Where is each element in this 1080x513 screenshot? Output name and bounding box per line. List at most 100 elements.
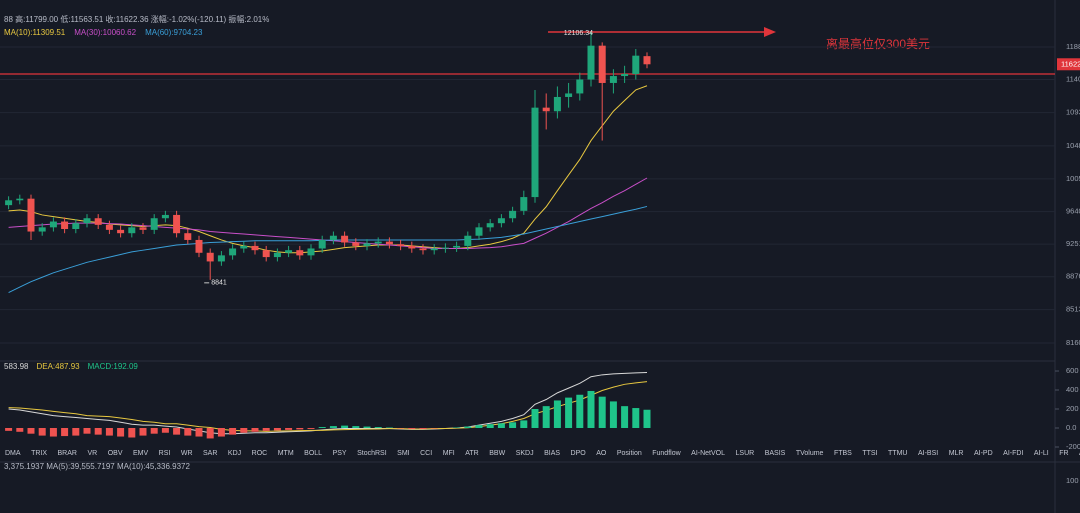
macd-bar bbox=[363, 426, 371, 428]
indicator-tab[interactable]: DPO bbox=[571, 450, 587, 457]
y-tick-label: 8876 bbox=[1066, 272, 1080, 281]
macd-bar bbox=[621, 406, 629, 428]
indicator-tab[interactable]: SAR bbox=[203, 450, 217, 457]
indicator-tab[interactable]: MTM bbox=[278, 450, 294, 457]
macd-bar bbox=[117, 427, 125, 437]
candle-body bbox=[397, 244, 405, 246]
macd-bar bbox=[229, 427, 237, 435]
indicator-tab[interactable]: MFI bbox=[443, 450, 455, 457]
indicator-tab[interactable]: RSI bbox=[159, 450, 171, 457]
indicator-tab[interactable]: ROC bbox=[252, 450, 268, 457]
candle-body bbox=[49, 221, 57, 228]
candle-body bbox=[161, 214, 169, 219]
candle-body bbox=[251, 245, 259, 251]
candle-body bbox=[531, 107, 539, 198]
macd-bar bbox=[576, 394, 584, 428]
macd-bar bbox=[374, 427, 382, 428]
indicator-tab[interactable]: PSY bbox=[333, 450, 347, 457]
macd-bar bbox=[475, 425, 483, 428]
candle-body bbox=[128, 227, 136, 234]
candle-body bbox=[341, 235, 349, 243]
macd-bar bbox=[49, 427, 57, 437]
macd-bar bbox=[296, 427, 304, 430]
candle-body bbox=[542, 107, 550, 112]
indicator-tab[interactable]: Position bbox=[617, 450, 642, 457]
macd-bar bbox=[609, 401, 617, 428]
indicator-tab[interactable]: WR bbox=[181, 450, 193, 457]
candle-body bbox=[285, 250, 293, 253]
indicator-tab[interactable]: FTBS bbox=[834, 450, 852, 457]
macd-bar bbox=[509, 422, 517, 428]
macd-bar bbox=[195, 427, 203, 437]
indicator-tab[interactable]: ATR bbox=[465, 450, 478, 457]
indicator-tab[interactable]: EMV bbox=[133, 450, 149, 457]
indicator-tab[interactable]: SMI bbox=[397, 450, 410, 457]
indicator-tab[interactable]: BIAS bbox=[544, 450, 560, 457]
indicator-tab[interactable]: CCI bbox=[420, 450, 432, 457]
indicator-tab[interactable]: BBW bbox=[489, 450, 505, 457]
candle-body bbox=[105, 224, 113, 230]
legend-entry: 583.98 bbox=[4, 362, 29, 371]
indicator-tab[interactable]: StochRSI bbox=[357, 450, 387, 457]
candle-body bbox=[643, 56, 651, 65]
indicator-tab[interactable]: FR bbox=[1059, 450, 1068, 457]
y-tick-label: 11400 bbox=[1066, 74, 1080, 83]
candle-body bbox=[553, 96, 561, 112]
macd-bar bbox=[408, 427, 416, 429]
indicator-tab[interactable]: BASIS bbox=[765, 450, 786, 457]
indicator-tab[interactable]: AI-LI bbox=[1034, 450, 1049, 457]
indicator-tab[interactable]: BRAR bbox=[58, 450, 77, 457]
macd-bar bbox=[497, 423, 505, 428]
macd-bar bbox=[464, 426, 472, 428]
candle-body bbox=[94, 218, 102, 225]
indicator-tab[interactable]: OBV bbox=[108, 450, 123, 457]
macd-bar bbox=[598, 396, 606, 428]
indicator-tab[interactable]: AO bbox=[596, 450, 607, 457]
candle-body bbox=[195, 239, 203, 253]
indicator-tab[interactable]: VR bbox=[87, 450, 97, 457]
annotation-arrowhead bbox=[764, 27, 776, 37]
indicator-tab[interactable]: TTMU bbox=[888, 450, 907, 457]
indicator-tab[interactable]: DMA bbox=[5, 450, 21, 457]
macd-bar bbox=[105, 427, 113, 436]
indicator-tab[interactable]: AI-BSI bbox=[918, 450, 938, 457]
indicator-tab[interactable]: MLR bbox=[949, 450, 964, 457]
macd-bar bbox=[352, 426, 360, 428]
indicator-tab[interactable]: AI-PD bbox=[974, 450, 993, 457]
indicator-tab[interactable]: SKDJ bbox=[516, 450, 534, 457]
macd-bar bbox=[16, 427, 24, 432]
indicator-tab[interactable]: LSUR bbox=[736, 450, 755, 457]
macd-bar bbox=[72, 427, 80, 436]
y-tick-label: 0.0 bbox=[1066, 423, 1076, 432]
indicator-tab[interactable]: TRIX bbox=[31, 450, 47, 457]
high-label: 12106.34 bbox=[564, 30, 593, 37]
y-tick-label: 11880 bbox=[1066, 42, 1080, 51]
candle-body bbox=[520, 197, 528, 211]
y-tick-label: 8160 bbox=[1066, 338, 1080, 347]
indicator-tab[interactable]: AI-NetVOL bbox=[691, 450, 725, 457]
macd-bar bbox=[643, 409, 651, 428]
indicator-tab[interactable]: TTSI bbox=[862, 450, 877, 457]
macd-bar bbox=[307, 427, 315, 429]
candle-body bbox=[173, 214, 181, 234]
indicator-tab[interactable]: KDJ bbox=[228, 450, 241, 457]
macd-bar bbox=[240, 427, 248, 433]
annotation: 离最高位仅300美元 bbox=[826, 36, 930, 51]
indicator-tab[interactable]: AI-FDI bbox=[1003, 450, 1023, 457]
legend-entry: DEA:487.93 bbox=[36, 362, 80, 371]
candle-body bbox=[329, 235, 337, 240]
y-tick-label: 10050 bbox=[1066, 174, 1080, 183]
macd-line bbox=[8, 381, 648, 432]
indicator-tab[interactable]: BOLL bbox=[304, 450, 322, 457]
indicator-tab[interactable]: TVolume bbox=[796, 450, 824, 457]
macd-bar bbox=[161, 427, 169, 433]
legend-entry: MACD:192.09 bbox=[88, 362, 139, 371]
candle-body bbox=[307, 248, 315, 256]
macd-bar bbox=[329, 426, 337, 428]
candle-body bbox=[441, 247, 449, 249]
macd-bar bbox=[587, 390, 595, 428]
legend-entry: MA(30):10060.62 bbox=[74, 28, 136, 37]
candle-body bbox=[598, 45, 606, 83]
indicator-tab[interactable]: Fundflow bbox=[652, 450, 681, 457]
candle-body bbox=[240, 245, 248, 249]
